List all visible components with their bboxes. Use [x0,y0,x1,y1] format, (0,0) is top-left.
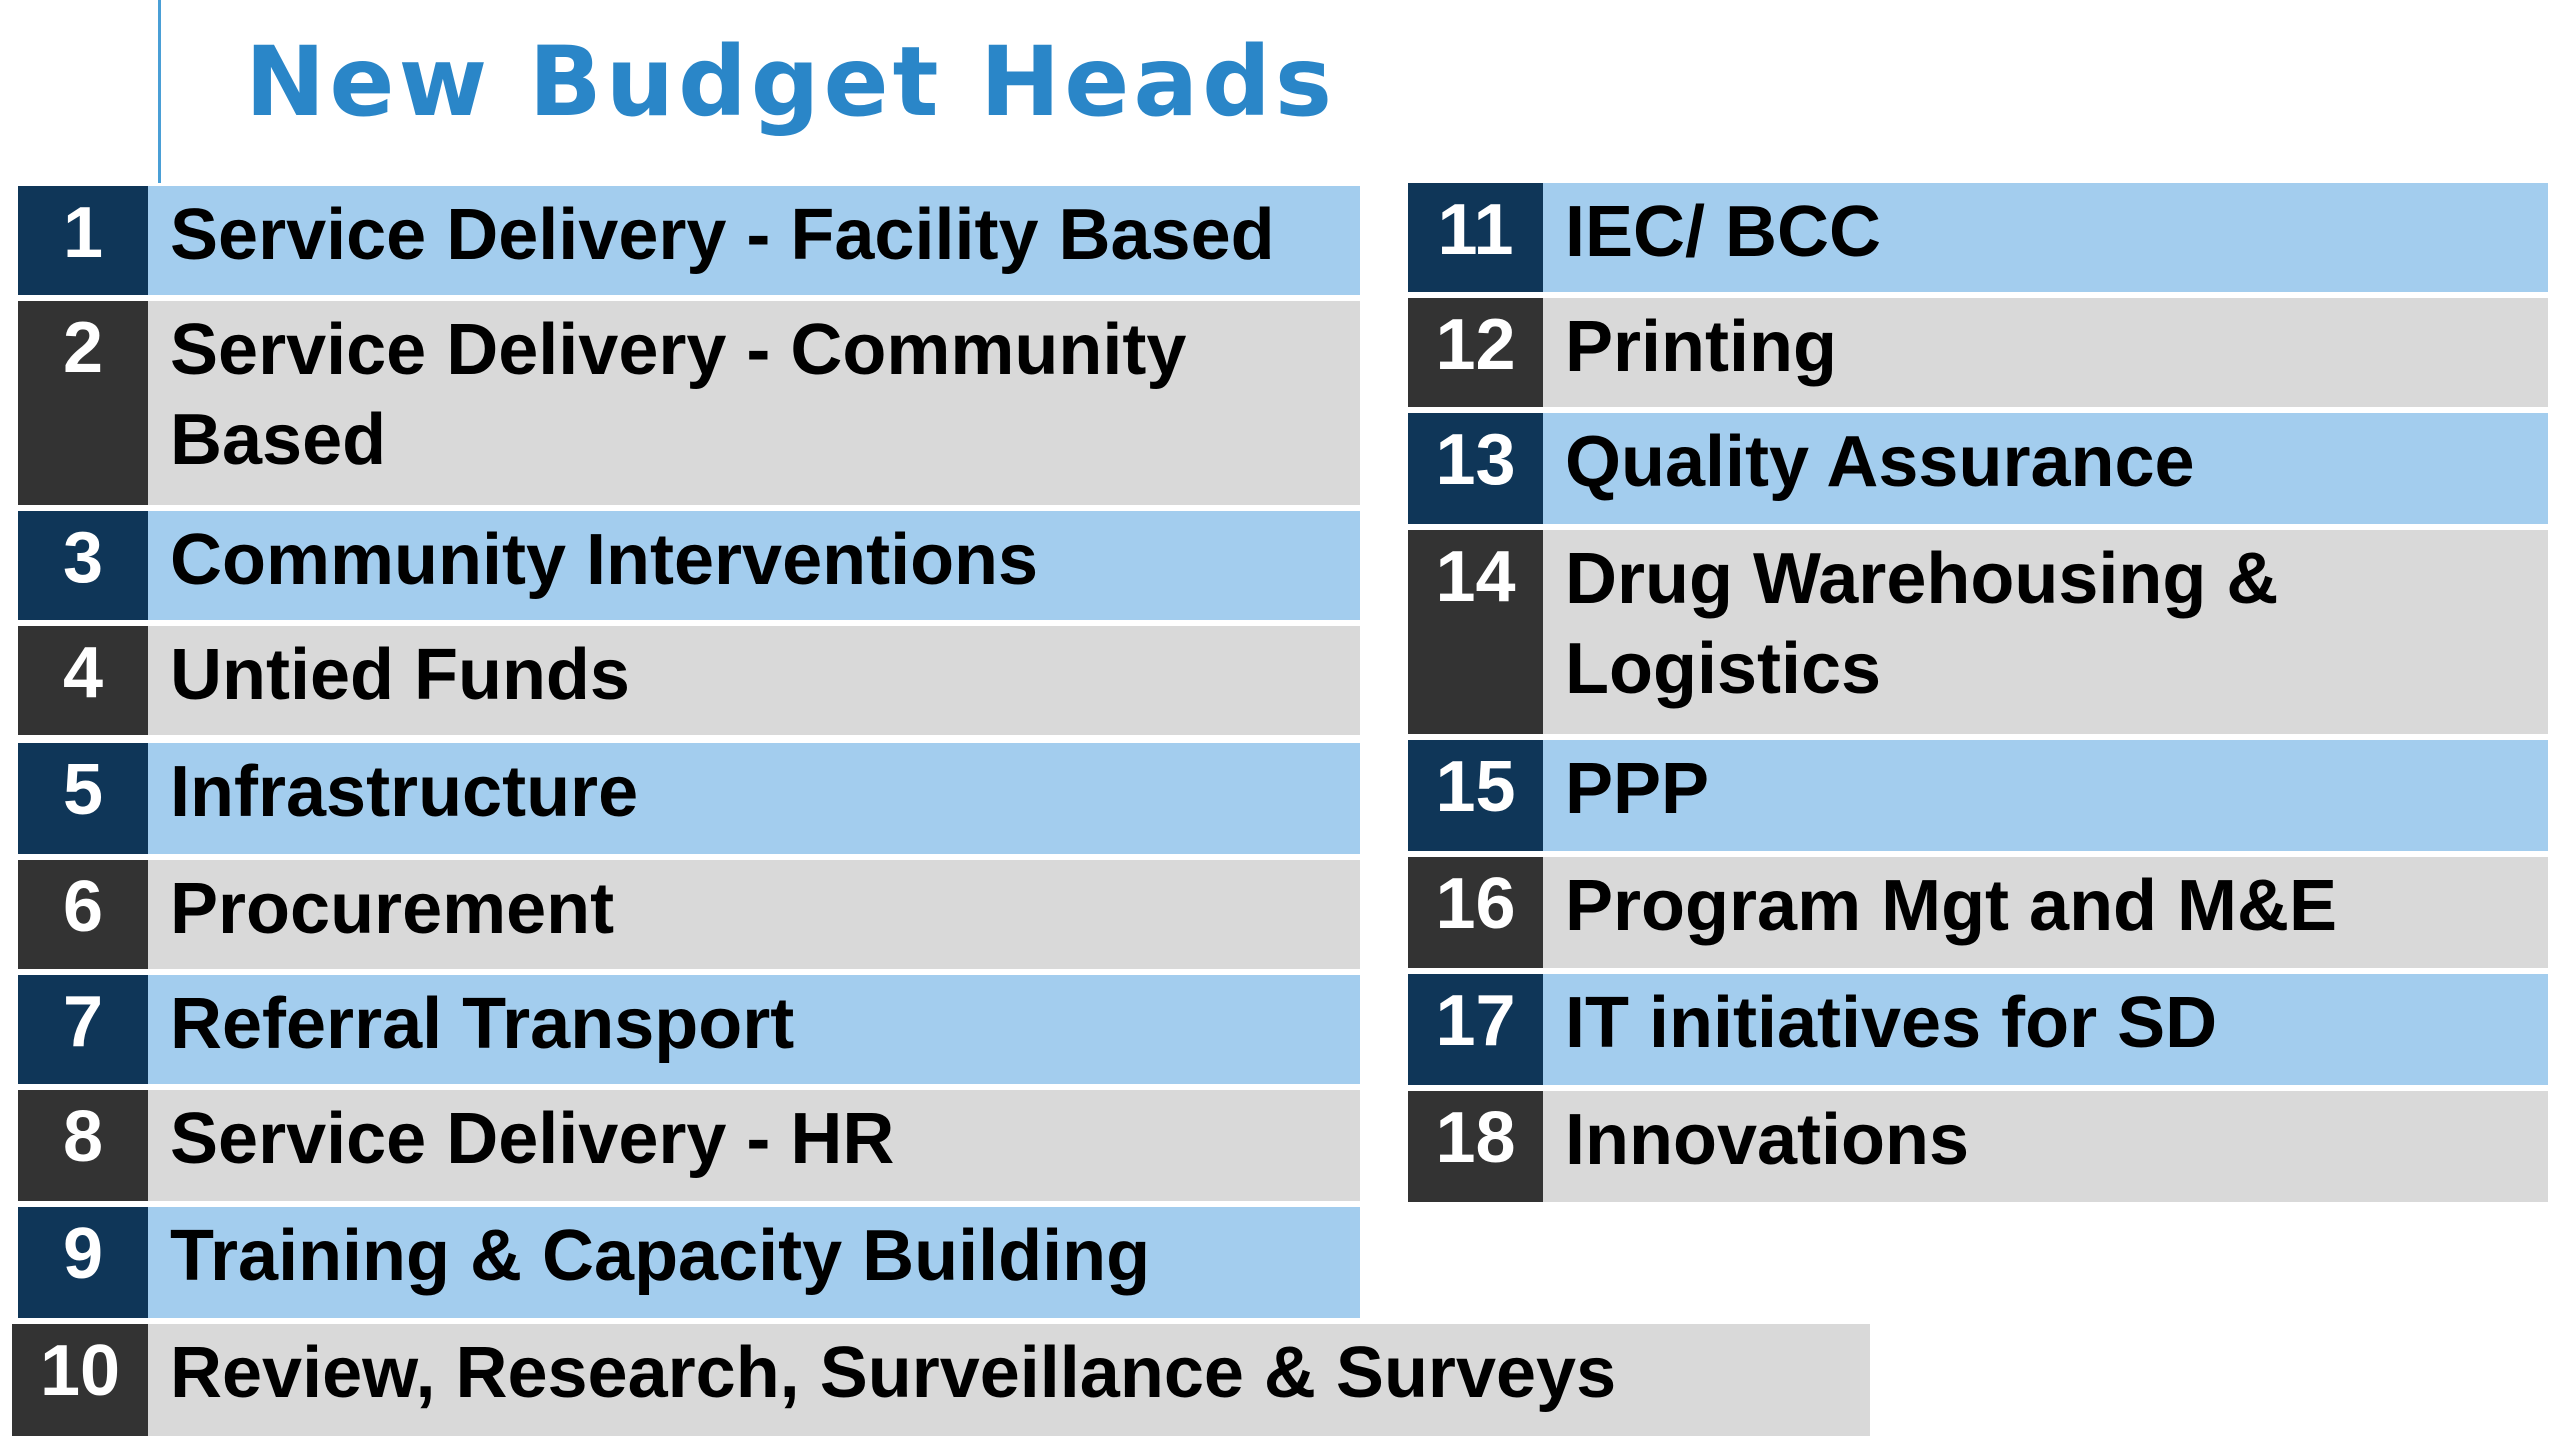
item-number: 14 [1408,530,1543,734]
item-label: Review, Research, Surveillance & Surveys [148,1324,1870,1436]
budget-head-6: 6 Procurement [18,857,1360,972]
budget-head-9: 9 Training & Capacity Building [18,1204,1360,1321]
item-number: 8 [18,1090,148,1201]
item-number: 3 [18,511,148,620]
item-number: 13 [1408,413,1543,524]
item-number: 7 [18,975,148,1084]
item-label: Service Delivery - HR [148,1090,1360,1201]
item-number: 17 [1408,974,1543,1085]
budget-head-13: 13 Quality Assurance [1408,410,2548,527]
item-number: 9 [18,1207,148,1318]
item-label: IT initiatives for SD [1543,974,2548,1085]
budget-head-2: 2 Service Delivery - Community Based [18,298,1360,508]
item-label: Printing [1543,298,2548,407]
budget-head-5: 5 Infrastructure [18,740,1360,857]
item-number: 5 [18,743,148,854]
item-number: 16 [1408,857,1543,968]
budget-head-11: 11 IEC/ BCC [1408,180,2548,295]
budget-head-7: 7 Referral Transport [18,972,1360,1087]
budget-head-3: 3 Community Interventions [18,508,1360,623]
item-number: 11 [1408,183,1543,292]
budget-head-12: 12 Printing [1408,295,2548,410]
item-label: Service Delivery - Community Based [148,301,1360,505]
item-number: 4 [18,626,148,735]
item-label: Community Interventions [148,511,1360,620]
item-label: Infrastructure [148,743,1360,854]
budget-head-15: 15 PPP [1408,737,2548,854]
item-number: 1 [18,186,148,295]
page-title: New Budget Heads [245,26,1337,138]
budget-head-17: 17 IT initiatives for SD [1408,971,2548,1088]
item-label: Training & Capacity Building [148,1207,1360,1318]
budget-head-16: 16 Program Mgt and M&E [1408,854,2548,971]
item-label: Untied Funds [148,626,1360,735]
item-number: 2 [18,301,148,505]
item-label: Referral Transport [148,975,1360,1084]
item-number: 10 [12,1324,148,1436]
item-label: Quality Assurance [1543,413,2548,524]
budget-head-8: 8 Service Delivery - HR [18,1087,1360,1204]
item-number: 6 [18,860,148,969]
item-label: Service Delivery - Facility Based [148,186,1360,295]
item-number: 18 [1408,1091,1543,1202]
item-label: Procurement [148,860,1360,969]
budget-head-18: 18 Innovations [1408,1088,2548,1205]
budget-head-14: 14 Drug Warehousing & Logistics [1408,527,2548,737]
budget-head-1: 1 Service Delivery - Facility Based [18,183,1360,298]
title-divider-line [158,0,161,185]
budget-head-4: 4 Untied Funds [18,623,1360,738]
item-label: IEC/ BCC [1543,183,2548,292]
item-label: PPP [1543,740,2548,851]
item-label: Drug Warehousing & Logistics [1543,530,2548,734]
item-label: Innovations [1543,1091,2548,1202]
budget-head-10: 10 Review, Research, Surveillance & Surv… [12,1321,1870,1439]
item-label: Program Mgt and M&E [1543,857,2548,968]
item-number: 15 [1408,740,1543,851]
item-number: 12 [1408,298,1543,407]
